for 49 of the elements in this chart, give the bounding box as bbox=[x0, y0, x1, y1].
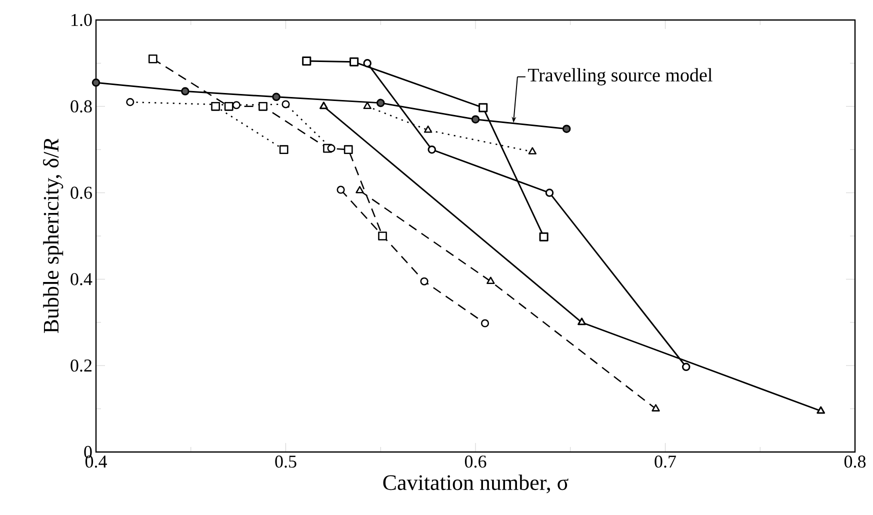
point bbox=[378, 232, 387, 240]
point bbox=[376, 98, 385, 108]
point bbox=[562, 124, 571, 133]
point bbox=[478, 103, 488, 112]
point bbox=[428, 145, 436, 154]
point bbox=[327, 144, 336, 152]
point bbox=[539, 232, 548, 242]
x-tick-label: 0.8 bbox=[844, 456, 866, 468]
point bbox=[282, 100, 290, 108]
point bbox=[471, 115, 480, 124]
x-tick-label: 0.7 bbox=[654, 456, 676, 468]
y-tick-label: 0.4 bbox=[70, 273, 92, 286]
point bbox=[578, 318, 586, 326]
y-tick-label: 0.8 bbox=[70, 100, 92, 113]
point bbox=[126, 98, 134, 106]
point bbox=[652, 404, 660, 412]
y-tick-label: 0.6 bbox=[70, 186, 92, 199]
point bbox=[258, 102, 268, 111]
annotation: Travelling source model bbox=[528, 68, 712, 86]
point bbox=[224, 102, 234, 111]
x-tick-label: 0.5 bbox=[275, 456, 296, 468]
point bbox=[279, 145, 288, 154]
point bbox=[363, 59, 372, 68]
point bbox=[350, 57, 359, 66]
point bbox=[336, 186, 345, 194]
point bbox=[181, 87, 190, 96]
point bbox=[528, 147, 537, 154]
point bbox=[320, 102, 328, 110]
point bbox=[148, 54, 158, 64]
y-tick-label: 0.2 bbox=[70, 359, 92, 372]
point bbox=[486, 276, 495, 284]
point bbox=[356, 186, 364, 194]
point bbox=[302, 56, 312, 66]
point bbox=[682, 362, 690, 372]
point bbox=[92, 78, 100, 87]
point bbox=[424, 126, 432, 133]
point bbox=[480, 319, 490, 328]
y-axis-title: Bubble sphericity, δ/R bbox=[43, 138, 64, 334]
point bbox=[363, 102, 372, 110]
point bbox=[420, 277, 428, 286]
point bbox=[232, 101, 240, 110]
point bbox=[545, 188, 554, 197]
x-axis-title: Cavitation number, σ bbox=[383, 474, 568, 494]
y-tick-label: 1.0 bbox=[72, 14, 92, 26]
point bbox=[816, 406, 826, 414]
point bbox=[211, 102, 220, 111]
x-tick-label: 0.6 bbox=[464, 456, 486, 468]
point bbox=[272, 92, 280, 102]
point bbox=[344, 145, 353, 154]
